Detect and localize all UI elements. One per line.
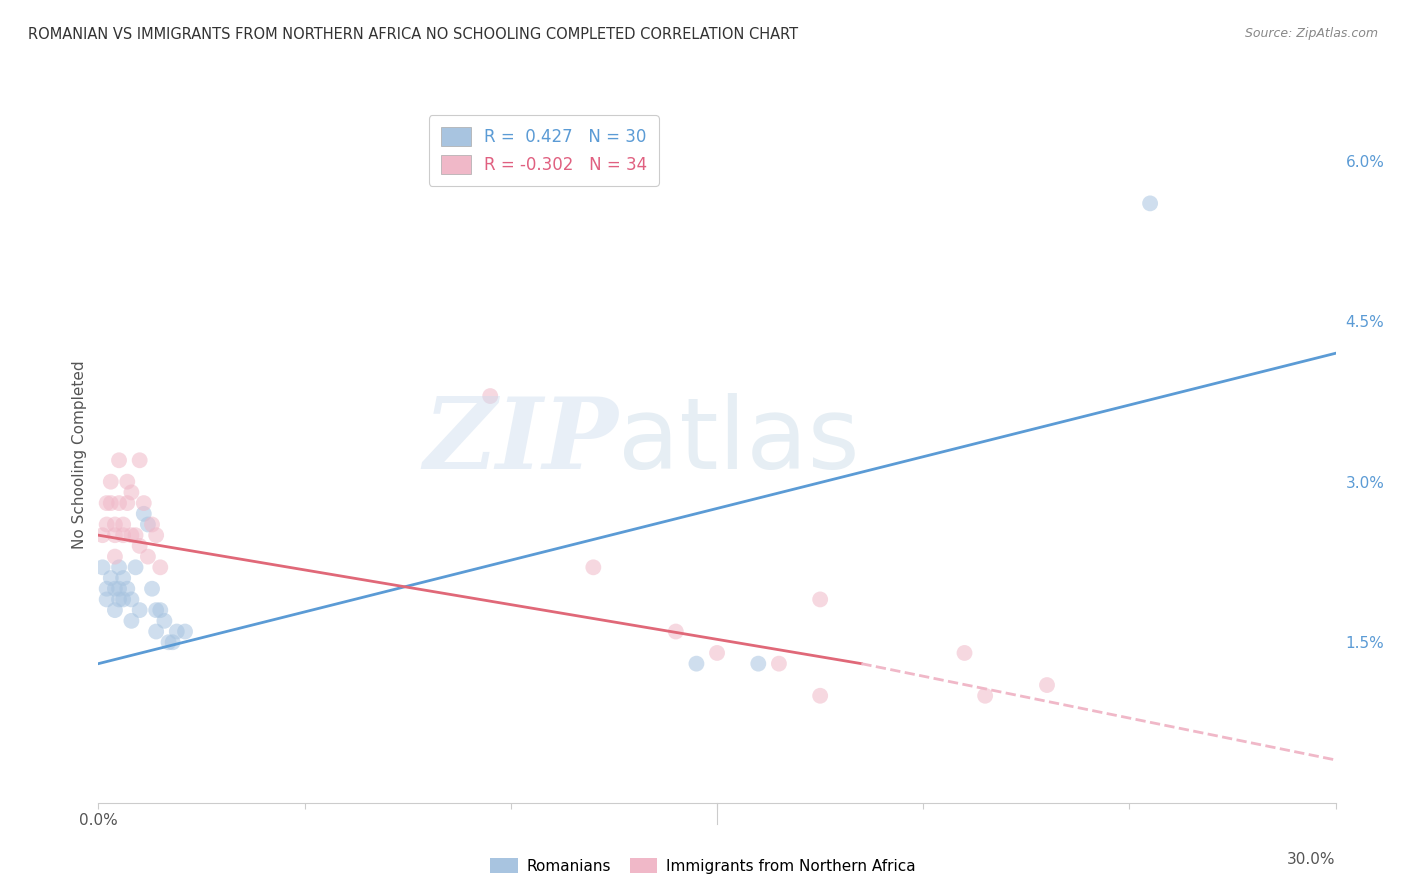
Point (104, 603, 127, 617)
Point (108, 592, 131, 607)
Point (117, 496, 139, 510)
Y-axis label: No Schooling Completed: No Schooling Completed (72, 360, 87, 549)
Point (174, 624, 197, 639)
Point (96, 496, 118, 510)
Point (706, 646, 728, 660)
Point (104, 517, 127, 532)
Text: Source: ZipAtlas.com: Source: ZipAtlas.com (1244, 27, 1378, 40)
Point (108, 582, 131, 596)
Legend: Romanians, Immigrants from Northern Africa: Romanians, Immigrants from Northern Afri… (484, 852, 922, 880)
Point (96, 592, 118, 607)
Point (141, 517, 163, 532)
Point (112, 592, 135, 607)
Point (145, 528, 167, 542)
Point (100, 571, 122, 585)
Point (108, 560, 131, 574)
Point (157, 635, 180, 649)
Point (665, 624, 688, 639)
Text: ZIP: ZIP (423, 392, 619, 489)
Point (120, 614, 142, 628)
Point (120, 485, 142, 500)
Point (91, 528, 114, 542)
Point (112, 571, 135, 585)
Point (1036, 678, 1059, 692)
Text: 30.0%: 30.0% (1288, 852, 1336, 866)
Point (104, 582, 127, 596)
Point (145, 624, 167, 639)
Point (162, 635, 184, 649)
Text: ROMANIAN VS IMMIGRANTS FROM NORTHERN AFRICA NO SCHOOLING COMPLETED CORRELATION C: ROMANIAN VS IMMIGRANTS FROM NORTHERN AFR… (28, 27, 799, 42)
Legend: R =  0.427   N = 30, R = -0.302   N = 34: R = 0.427 N = 30, R = -0.302 N = 34 (429, 115, 659, 186)
Point (91, 560, 114, 574)
Point (128, 603, 150, 617)
Point (974, 689, 997, 703)
Point (120, 528, 142, 542)
Point (149, 603, 172, 617)
Point (104, 549, 127, 564)
Point (112, 528, 135, 542)
Point (808, 689, 831, 703)
Point (808, 592, 831, 607)
Point (96, 517, 118, 532)
Point (128, 453, 150, 467)
Point (479, 389, 502, 403)
Point (1139, 196, 1161, 211)
Point (124, 560, 146, 574)
Point (132, 496, 155, 510)
Point (96, 582, 118, 596)
Point (120, 592, 142, 607)
Point (112, 517, 135, 532)
Point (153, 614, 176, 628)
Point (166, 624, 188, 639)
Point (128, 539, 150, 553)
Point (747, 657, 769, 671)
Point (136, 549, 159, 564)
Point (124, 528, 146, 542)
Point (108, 496, 131, 510)
Point (145, 603, 167, 617)
Point (768, 657, 790, 671)
Point (149, 560, 172, 574)
Point (141, 582, 163, 596)
Point (685, 657, 707, 671)
Point (136, 517, 159, 532)
Point (100, 475, 122, 489)
Point (108, 453, 131, 467)
Point (582, 560, 605, 574)
Text: atlas: atlas (619, 392, 859, 490)
Point (132, 507, 155, 521)
Point (117, 582, 139, 596)
Point (104, 528, 127, 542)
Point (953, 646, 976, 660)
Point (100, 496, 122, 510)
Point (117, 475, 139, 489)
